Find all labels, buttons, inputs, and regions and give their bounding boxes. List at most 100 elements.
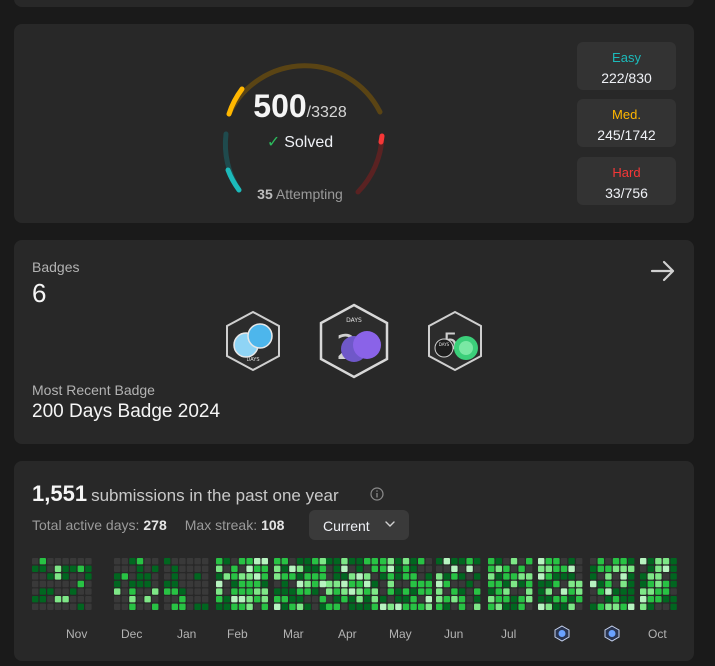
- heatmap-cell[interactable]: [568, 558, 575, 565]
- heatmap-cell[interactable]: [364, 588, 371, 595]
- heatmap-cell[interactable]: [54, 573, 62, 580]
- heatmap-cell[interactable]: [425, 580, 432, 588]
- heatmap-cell[interactable]: [466, 580, 473, 588]
- heatmap-cell[interactable]: [576, 580, 583, 588]
- heatmap-cell[interactable]: [62, 573, 69, 580]
- info-icon[interactable]: [370, 487, 384, 501]
- heatmap-cell[interactable]: [254, 596, 261, 603]
- heatmap-cell[interactable]: [576, 565, 583, 572]
- heatmap-cell[interactable]: [231, 573, 238, 580]
- heatmap-cell[interactable]: [312, 565, 319, 572]
- heatmap-cell[interactable]: [223, 588, 230, 595]
- heatmap-cell[interactable]: [32, 603, 39, 610]
- heatmap-cell[interactable]: [296, 603, 304, 610]
- easy-stat-box[interactable]: Easy 222/830: [577, 42, 676, 90]
- heatmap-cell[interactable]: [144, 558, 151, 565]
- heatmap-cell[interactable]: [655, 565, 662, 572]
- heatmap-cell[interactable]: [179, 573, 186, 580]
- heatmap-cell[interactable]: [129, 580, 136, 588]
- heatmap-cell[interactable]: [231, 580, 238, 588]
- heatmap-cell[interactable]: [526, 558, 533, 565]
- heatmap-cell[interactable]: [474, 588, 481, 595]
- heatmap-cell[interactable]: [62, 596, 69, 603]
- heatmap-cell[interactable]: [387, 558, 394, 565]
- heatmap-cell[interactable]: [274, 565, 281, 572]
- heatmap-cell[interactable]: [395, 573, 402, 580]
- heatmap-cell[interactable]: [605, 573, 612, 580]
- heatmap-cell[interactable]: [341, 588, 348, 595]
- heatmap-cell[interactable]: [628, 603, 635, 610]
- heatmap-cell[interactable]: [261, 558, 268, 565]
- heatmap-cell[interactable]: [503, 573, 510, 580]
- heatmap-cell[interactable]: [39, 603, 46, 610]
- heatmap-cell[interactable]: [628, 580, 635, 588]
- heatmap-cell[interactable]: [436, 558, 443, 565]
- heatmap-cell[interactable]: [488, 596, 495, 603]
- heatmap-cell[interactable]: [202, 588, 209, 595]
- heatmap-cell[interactable]: [662, 580, 670, 588]
- heatmap-cell[interactable]: [458, 588, 466, 595]
- heatmap-cell[interactable]: [356, 603, 363, 610]
- heatmap-cell[interactable]: [553, 596, 560, 603]
- heatmap-cell[interactable]: [402, 558, 410, 565]
- heatmap-cell[interactable]: [114, 603, 121, 610]
- heatmap-cell[interactable]: [144, 580, 151, 588]
- heatmap-cell[interactable]: [129, 573, 136, 580]
- heatmap-cell[interactable]: [474, 573, 481, 580]
- heatmap-cell[interactable]: [538, 603, 545, 610]
- heatmap-cell[interactable]: [152, 603, 159, 610]
- heatmap-cell[interactable]: [47, 558, 54, 565]
- heatmap-cell[interactable]: [605, 588, 612, 595]
- heatmap-cell[interactable]: [495, 565, 502, 572]
- heatmap-cell[interactable]: [436, 588, 443, 595]
- heatmap-cell[interactable]: [114, 573, 121, 580]
- heatmap-cell[interactable]: [261, 596, 268, 603]
- heatmap-cell[interactable]: [164, 573, 171, 580]
- heatmap-cell[interactable]: [39, 558, 46, 565]
- heatmap-cell[interactable]: [425, 573, 432, 580]
- heatmap-cell[interactable]: [576, 573, 583, 580]
- heatmap-cell[interactable]: [443, 596, 450, 603]
- heatmap-cell[interactable]: [510, 580, 518, 588]
- heatmap-cell[interactable]: [670, 565, 677, 572]
- heatmap-cell[interactable]: [488, 573, 495, 580]
- heatmap-cell[interactable]: [436, 603, 443, 610]
- heatmap-cell[interactable]: [296, 565, 304, 572]
- heatmap-cell[interactable]: [560, 603, 568, 610]
- heatmap-cell[interactable]: [289, 558, 296, 565]
- heatmap-cell[interactable]: [655, 573, 662, 580]
- heatmap-cell[interactable]: [662, 558, 670, 565]
- heatmap-cell[interactable]: [319, 588, 326, 595]
- heatmap-cell[interactable]: [333, 603, 340, 610]
- heatmap-cell[interactable]: [304, 573, 311, 580]
- heatmap-cell[interactable]: [121, 588, 128, 595]
- heatmap-cell[interactable]: [458, 565, 466, 572]
- heatmap-cell[interactable]: [194, 558, 201, 565]
- heatmap-cell[interactable]: [545, 603, 552, 610]
- heatmap-cell[interactable]: [304, 558, 311, 565]
- heatmap-cell[interactable]: [216, 558, 223, 565]
- heatmap-cell[interactable]: [526, 580, 533, 588]
- heatmap-cell[interactable]: [129, 558, 136, 565]
- heatmap-cell[interactable]: [54, 565, 62, 572]
- heatmap-cell[interactable]: [289, 588, 296, 595]
- heatmap-cell[interactable]: [62, 580, 69, 588]
- heatmap-cell[interactable]: [254, 573, 261, 580]
- heatmap-cell[interactable]: [436, 565, 443, 572]
- heatmap-cell[interactable]: [238, 588, 246, 595]
- heatmap-cell[interactable]: [114, 558, 121, 565]
- heatmap-cell[interactable]: [647, 588, 654, 595]
- heatmap-cell[interactable]: [152, 580, 159, 588]
- heatmap-cell[interactable]: [356, 565, 363, 572]
- heatmap-cell[interactable]: [85, 573, 92, 580]
- heatmap-cell[interactable]: [371, 558, 378, 565]
- heatmap-cell[interactable]: [553, 573, 560, 580]
- heatmap-cell[interactable]: [662, 596, 670, 603]
- heatmap-cell[interactable]: [590, 573, 597, 580]
- heatmap-cell[interactable]: [202, 565, 209, 572]
- heatmap-cell[interactable]: [451, 565, 458, 572]
- heatmap-cell[interactable]: [474, 596, 481, 603]
- heatmap-cell[interactable]: [545, 596, 552, 603]
- heatmap-cell[interactable]: [202, 596, 209, 603]
- heatmap-cell[interactable]: [466, 573, 473, 580]
